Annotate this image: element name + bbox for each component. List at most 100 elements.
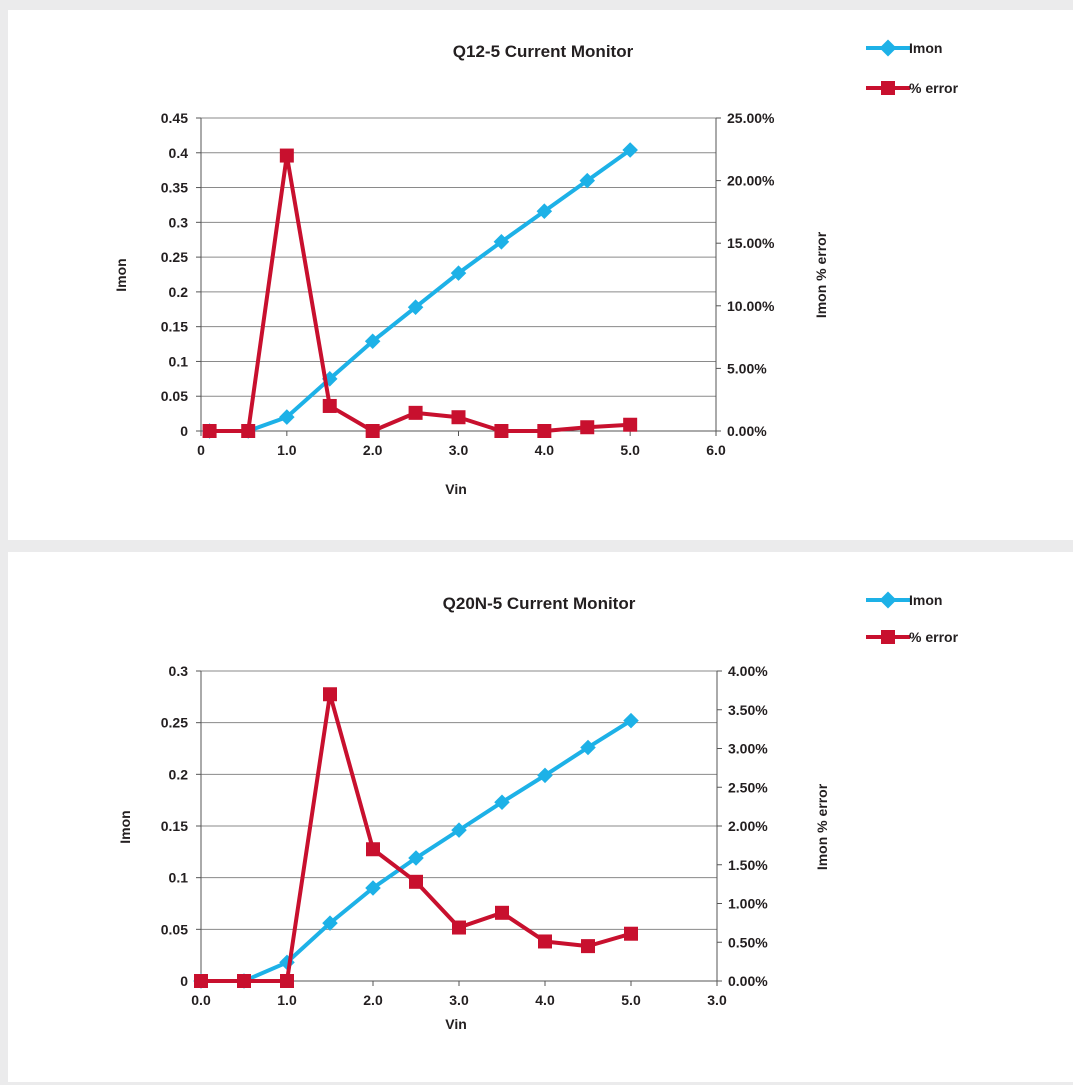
chart-title: Q20N-5 Current Monitor xyxy=(443,594,636,613)
series-line-error xyxy=(201,692,632,983)
data-point-error xyxy=(624,926,638,941)
right-axis-ticks: 0.00% 5.00% 10.00% 15.00% 20.00% 25.00% xyxy=(716,110,775,439)
x-tick-label: 2.0 xyxy=(363,992,383,1008)
legend-marker-diamond-icon xyxy=(879,39,897,57)
x-tick-label: 0.0 xyxy=(191,992,211,1008)
data-point-error xyxy=(202,424,217,438)
data-point-imon xyxy=(579,172,596,189)
data-point-error xyxy=(237,974,251,988)
chart-title: Q12-5 Current Monitor xyxy=(453,42,634,61)
left-tick-label: 0.05 xyxy=(161,921,188,937)
left-tick-label: 0.4 xyxy=(169,145,189,161)
legend: Imon % error xyxy=(866,591,959,645)
chart-q20n-5: Q20N-5 Current Monitor 0 0.05 0.1 0.15 0.2 0.… xyxy=(117,591,959,1032)
plot-area xyxy=(201,142,638,439)
left-tick-label: 0.35 xyxy=(161,180,188,196)
y2-axis-label: Imon % error xyxy=(813,231,829,318)
chart-panel-q20n-5: Q20N-5 Current Monitor 0 0.05 0.1 0.15 0.2 0.… xyxy=(8,552,1073,1082)
y2-axis-label: Imon % error xyxy=(814,783,830,870)
left-tick-label: 0.3 xyxy=(169,663,189,679)
left-tick-label: 0 xyxy=(180,423,188,439)
data-point-imon xyxy=(623,712,639,729)
x-axis-label: Vin xyxy=(445,481,467,497)
x-axis-ticks: 0 1.0 2.0 3.0 4.0 5.0 6.0 xyxy=(197,431,726,458)
data-point-error xyxy=(452,920,466,935)
data-point-error xyxy=(322,398,337,413)
data-point-error xyxy=(580,420,595,435)
data-point-imon xyxy=(536,203,553,219)
legend: Imon % error xyxy=(866,39,959,96)
legend-item-imon: Imon xyxy=(866,39,942,57)
y-axis-label: Imon xyxy=(117,810,133,843)
left-tick-label: 0.15 xyxy=(161,319,188,335)
right-tick-label: 0.00% xyxy=(727,423,767,439)
left-tick-label: 0.2 xyxy=(169,284,189,300)
series-line-imon xyxy=(209,148,632,433)
legend-marker-square-icon xyxy=(881,81,895,95)
left-tick-label: 0.25 xyxy=(161,249,188,265)
data-point-error xyxy=(581,939,595,954)
legend-label-error: % error xyxy=(909,80,959,96)
right-tick-label: 10.00% xyxy=(727,298,775,314)
data-point-error xyxy=(494,424,509,438)
data-point-error xyxy=(279,148,294,163)
legend-label-imon: Imon xyxy=(909,592,942,608)
right-tick-label: 0.00% xyxy=(728,973,768,989)
data-point-error xyxy=(366,842,380,857)
legend-marker-diamond-icon xyxy=(879,591,897,609)
data-point-error xyxy=(623,417,638,432)
legend-item-error: % error xyxy=(866,629,959,645)
right-tick-label: 15.00% xyxy=(727,235,775,251)
legend-label-error: % error xyxy=(909,629,959,645)
x-axis-label: Vin xyxy=(445,1016,467,1032)
x-tick-label: 3.0 xyxy=(449,442,469,458)
data-point-error xyxy=(495,905,509,920)
x-tick-label: 4.0 xyxy=(535,442,555,458)
data-point-imon xyxy=(622,142,638,158)
right-tick-label: 1.50% xyxy=(728,857,768,873)
data-point-error xyxy=(408,405,423,420)
x-tick-label: 3.0 xyxy=(707,992,727,1008)
legend-item-error: % error xyxy=(866,80,959,96)
right-tick-label: 0.50% xyxy=(728,934,768,950)
data-point-error xyxy=(194,974,208,988)
x-tick-label: 2.0 xyxy=(363,442,383,458)
x-tick-label: 1.0 xyxy=(277,442,297,458)
left-axis-ticks: 0 0.05 0.1 0.15 0.2 0.25 0.3 xyxy=(161,663,201,989)
left-tick-label: 0.1 xyxy=(169,870,189,886)
legend-marker-square-icon xyxy=(881,630,895,644)
gridlines xyxy=(201,117,716,432)
x-tick-label: 0 xyxy=(197,442,205,458)
right-tick-label: 3.50% xyxy=(728,702,768,718)
y-axis-label: Imon xyxy=(113,258,129,291)
left-tick-label: 0.1 xyxy=(169,353,189,369)
data-point-error xyxy=(538,934,552,949)
left-tick-label: 0.2 xyxy=(169,766,189,782)
x-tick-label: 6.0 xyxy=(706,442,726,458)
right-tick-label: 5.00% xyxy=(727,360,767,376)
data-point-error xyxy=(280,974,294,988)
data-point-error xyxy=(241,424,256,438)
right-tick-label: 2.50% xyxy=(728,779,768,795)
right-tick-label: 2.00% xyxy=(728,818,768,834)
data-point-error xyxy=(451,410,466,425)
left-tick-label: 0 xyxy=(180,973,188,989)
data-point-error xyxy=(537,424,552,438)
right-tick-label: 3.00% xyxy=(728,741,768,757)
right-tick-label: 25.00% xyxy=(727,110,775,126)
x-tick-label: 5.0 xyxy=(620,442,640,458)
data-point-error xyxy=(365,424,380,438)
right-tick-label: 20.00% xyxy=(727,173,775,189)
x-tick-label: 1.0 xyxy=(277,992,297,1008)
x-tick-label: 4.0 xyxy=(535,992,555,1008)
legend-item-imon: Imon xyxy=(866,591,942,609)
data-point-imon xyxy=(537,767,553,784)
left-axis-ticks: 0 0.05 0.1 0.15 0.2 0.25 0.3 0.35 0.4 0.45 xyxy=(161,110,201,439)
right-tick-label: 1.00% xyxy=(728,896,768,912)
left-tick-label: 0.25 xyxy=(161,715,188,731)
left-tick-label: 0.15 xyxy=(161,818,188,834)
x-tick-label: 3.0 xyxy=(449,992,469,1008)
data-point-error xyxy=(409,874,423,889)
x-tick-label: 5.0 xyxy=(621,992,641,1008)
data-point-imon xyxy=(322,915,338,931)
